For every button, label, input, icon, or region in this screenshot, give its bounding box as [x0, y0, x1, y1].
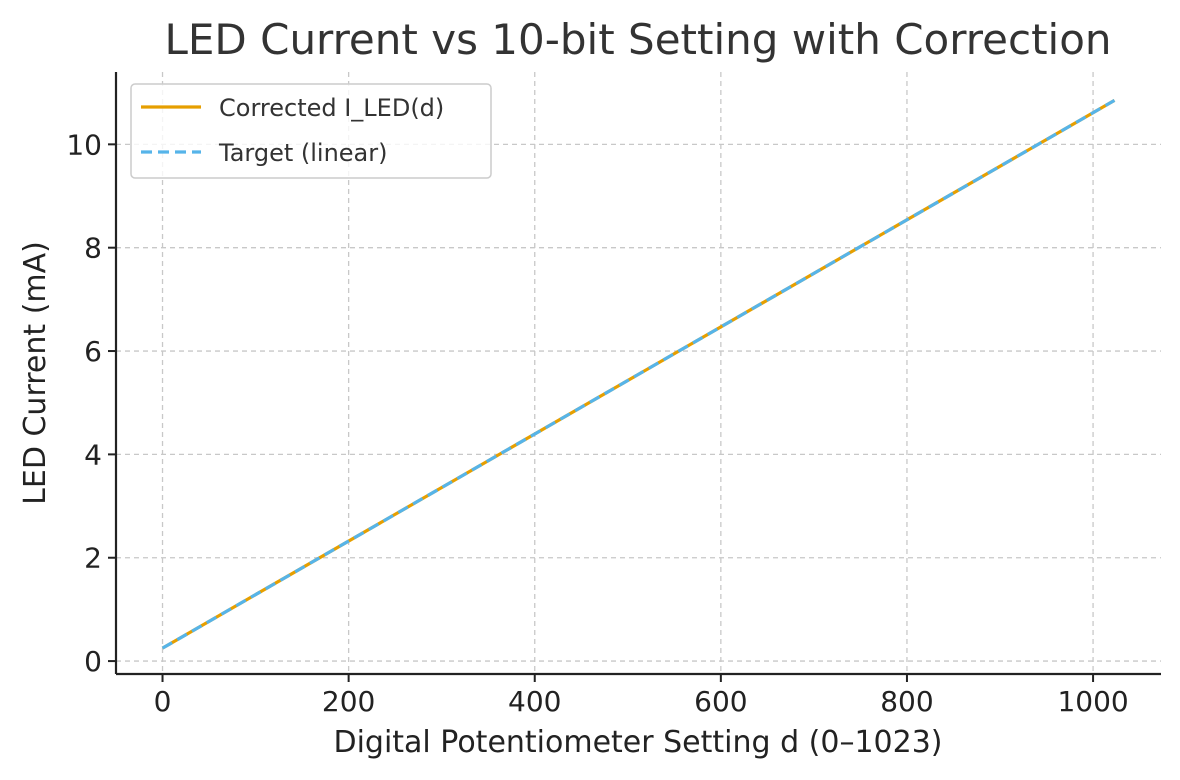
ticks: 0 200 400 600 800 1000 0 2 4 6 8 10 [66, 128, 1128, 718]
y-tick-label: 6 [84, 335, 102, 368]
x-tick-label: 600 [694, 685, 747, 718]
legend-label-target: Target (linear) [218, 139, 388, 167]
x-axis-label: Digital Potentiometer Setting d (0–1023) [333, 725, 942, 760]
x-tick-label: 800 [880, 685, 933, 718]
axes [114, 72, 1161, 676]
x-tick-label: 1000 [1057, 685, 1128, 718]
y-tick-label: 8 [84, 232, 102, 265]
chart-title: LED Current vs 10-bit Setting with Corre… [164, 15, 1111, 64]
y-axis-label: LED Current (mA) [18, 241, 53, 505]
series-layer [161, 99, 1116, 650]
plot-area: 0 200 400 600 800 1000 0 2 4 6 8 10 [66, 72, 1161, 718]
y-tick-label: 2 [84, 542, 102, 575]
x-tick-label: 400 [508, 685, 561, 718]
x-tick-label: 0 [154, 685, 172, 718]
legend-box [130, 83, 492, 179]
y-tick-label: 4 [84, 438, 102, 471]
x-tick-label: 200 [322, 685, 375, 718]
y-tick-label: 0 [84, 645, 102, 678]
y-tick-label: 10 [66, 128, 102, 161]
legend-label-corrected: Corrected I_LED(d) [219, 94, 444, 122]
legend: Corrected I_LED(d) Target (linear) [130, 83, 492, 179]
series-line-target [161, 99, 1116, 650]
